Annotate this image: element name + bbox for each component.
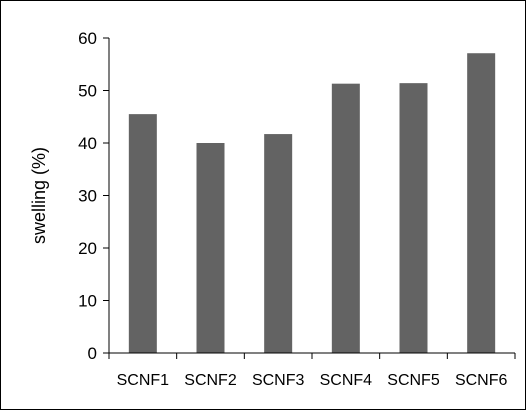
x-category-label: SCNF6 <box>455 372 508 389</box>
axes-group <box>108 38 516 359</box>
y-tick-label: 60 <box>78 29 97 48</box>
bar-scnf3 <box>264 134 293 353</box>
y-tick-label: 20 <box>78 239 97 258</box>
x-category-label: SCNF3 <box>252 372 305 389</box>
y-tick-label: 50 <box>78 82 97 101</box>
x-category-label: SCNF5 <box>387 372 440 389</box>
x-category-label: SCNF4 <box>320 372 373 389</box>
x-category-label: SCNF2 <box>184 372 237 389</box>
bar-scnf4 <box>331 83 360 354</box>
y-tick-label: 0 <box>88 344 97 363</box>
bar-scnf1 <box>128 114 157 354</box>
bar-scnf5 <box>399 83 428 354</box>
y-tick-label: 30 <box>78 187 97 206</box>
x-labels-group: SCNF1 SCNF2 SCNF3 SCNF4 SCNF5 SCNF6 <box>117 372 508 389</box>
y-axis-title: swelling (%) <box>29 147 49 244</box>
y-ticks-group: 0 10 20 30 40 50 60 <box>78 29 109 363</box>
bar-scnf2 <box>196 143 225 353</box>
y-tick-label: 40 <box>78 134 97 153</box>
bars-group <box>128 53 496 354</box>
x-category-label: SCNF1 <box>117 372 170 389</box>
y-tick-label: 10 <box>78 292 97 311</box>
bar-scnf6 <box>467 53 496 353</box>
